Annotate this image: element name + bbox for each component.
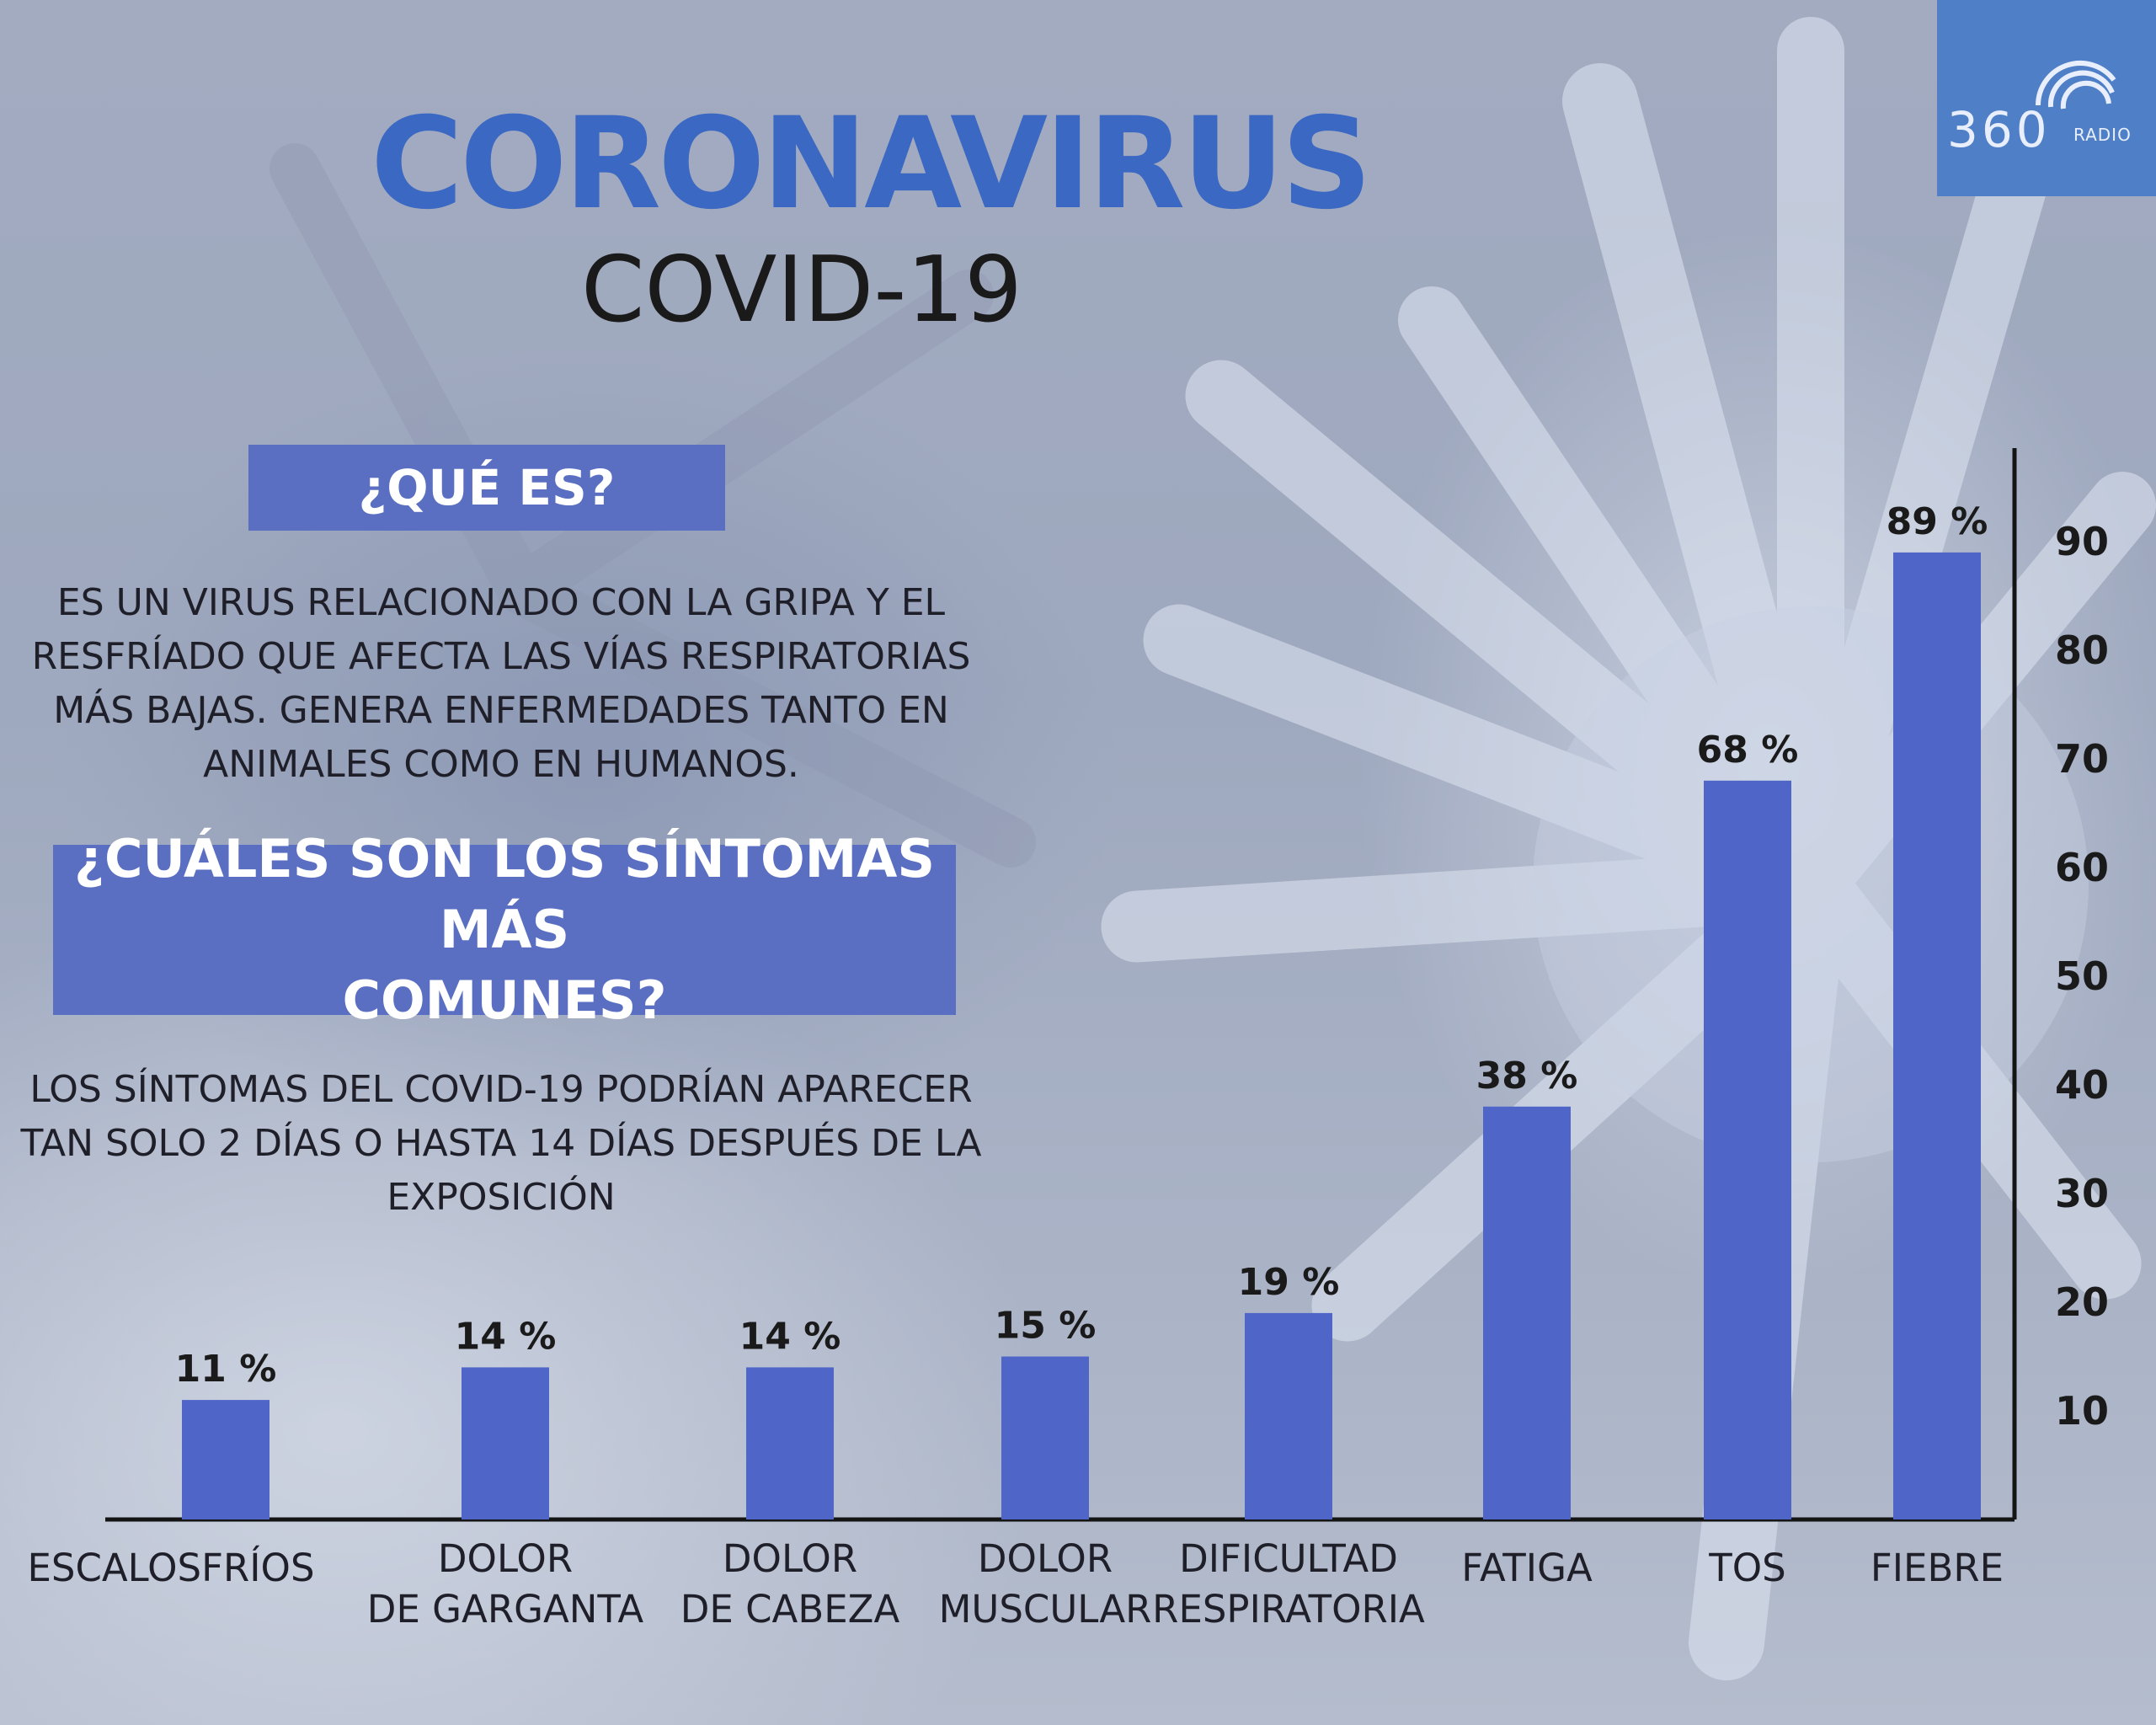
symptoms-line: EXPOSICIÓN (387, 1176, 616, 1219)
category-label: DOLOR (723, 1536, 857, 1581)
y-tick-label: 10 (2055, 1388, 2109, 1434)
y-tick-label: 70 (2055, 736, 2109, 782)
symptoms-heading-line: ¿CUÁLES SON LOS SÍNTOMAS MÁS (73, 828, 935, 960)
what-is-heading: ¿QUÉ ES? (248, 445, 725, 531)
page-subtitle: COVID-19 (581, 238, 1022, 343)
brand-logo (1937, 0, 2156, 196)
brand-logo-radio: RADIO (2073, 125, 2132, 145)
bar (462, 1367, 549, 1519)
category-label: MUSCULAR (939, 1587, 1152, 1632)
y-tick-label: 50 (2055, 953, 2109, 999)
what-is-paragraph: ES UN VIRUS RELACIONADO CON LA GRIPA Y E… (17, 576, 985, 792)
symptoms-heading-line: COMUNES? (342, 969, 667, 1031)
bar-value-label: 19 % (1238, 1261, 1340, 1304)
y-tick-label: 30 (2055, 1171, 2109, 1216)
what-is-line: RESFRÍADO QUE AFECTA LAS VÍAS RESPIRATOR… (31, 635, 971, 678)
category-label: ESCALOSFRÍOS (27, 1546, 314, 1590)
category-label: DE CABEZA (680, 1587, 900, 1632)
y-tick-label: 60 (2055, 845, 2109, 890)
bar-value-label: 14 % (455, 1315, 557, 1358)
bar-value-label: 68 % (1697, 729, 1799, 772)
bar (746, 1367, 834, 1519)
signal-icon (2036, 61, 2116, 109)
category-label: RESPIRATORIA (1152, 1587, 1425, 1632)
bar (182, 1400, 270, 1519)
category-label: TOS (1708, 1546, 1785, 1590)
bar-value-label: 89 % (1886, 500, 1988, 543)
bar-value-label: 14 % (739, 1315, 841, 1358)
what-is-line: MÁS BAJAS. GENERA ENFERMEDADES TANTO EN (53, 689, 949, 732)
bar (1483, 1106, 1571, 1519)
symptoms-paragraph: LOS SÍNTOMAS DEL COVID-19 PODRÍAN APAREC… (17, 1063, 985, 1225)
symptoms-line: TAN SOLO 2 DÍAS O HASTA 14 DÍAS DESPUÉS … (20, 1122, 982, 1165)
what-is-line: ANIMALES COMO EN HUMANOS. (203, 743, 799, 786)
category-label: FATIGA (1461, 1546, 1593, 1590)
bar-value-label: 15 % (995, 1305, 1097, 1348)
category-label: DOLOR (438, 1536, 573, 1581)
y-tick-label: 80 (2055, 628, 2109, 673)
symptoms-heading: ¿CUÁLES SON LOS SÍNTOMAS MÁS COMUNES? (53, 828, 956, 1031)
category-label: DIFICULTAD (1179, 1536, 1398, 1581)
symptoms-line: LOS SÍNTOMAS DEL COVID-19 PODRÍAN APAREC… (29, 1068, 973, 1111)
brand-logo-number: 360 (1947, 101, 2051, 158)
what-is-line: ES UN VIRUS RELACIONADO CON LA GRIPA Y E… (56, 581, 946, 624)
bar (1245, 1312, 1332, 1519)
category-label: FIEBRE (1870, 1546, 2004, 1590)
y-tick-label: 40 (2055, 1062, 2109, 1108)
bar (1893, 552, 1981, 1519)
category-label: DOLOR (978, 1536, 1113, 1581)
bar (1704, 780, 1791, 1519)
category-label: DE GARGANTA (367, 1587, 644, 1632)
y-tick-label: 20 (2055, 1279, 2109, 1325)
bar-value-label: 11 % (175, 1348, 277, 1391)
y-tick-label: 90 (2055, 519, 2109, 564)
bar-value-label: 38 % (1476, 1055, 1578, 1097)
page-title: CORONAVIRUS (371, 91, 1372, 238)
bar (1001, 1356, 1089, 1519)
